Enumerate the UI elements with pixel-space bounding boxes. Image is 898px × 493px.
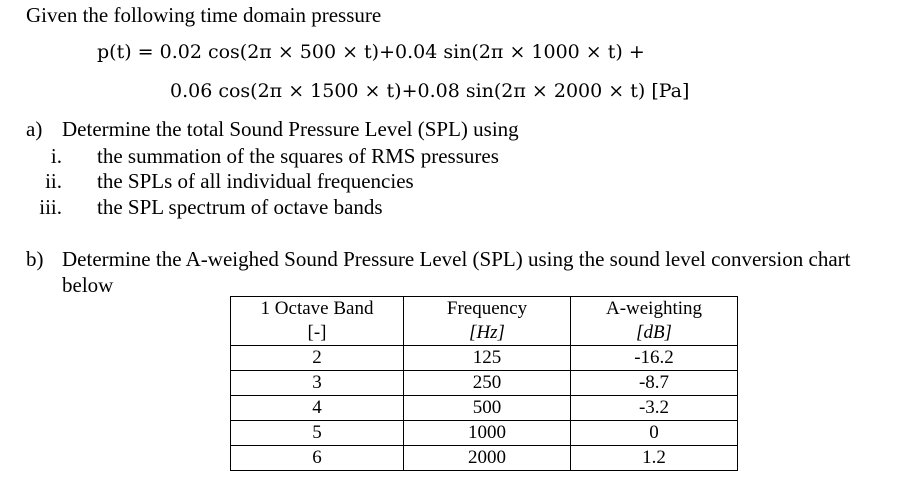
header-frequency: Frequency <box>403 296 571 321</box>
unit-frequency: [Hz] <box>403 321 571 346</box>
unit-octave-band: [-] <box>230 321 404 346</box>
table-header-row: 1 Octave Band Frequency A-weighting <box>230 296 738 321</box>
part-a-item-1-num: i. <box>50 144 62 168</box>
table-row: 2 125 -16.2 <box>230 345 738 371</box>
cell-band: 3 <box>230 370 404 396</box>
cell-weighting: -8.7 <box>570 370 738 396</box>
table-unit-row: [-] [Hz] [dB] <box>230 321 738 346</box>
part-b-text-line-1: Determine the A-weighed Sound Pressure L… <box>62 247 851 271</box>
cell-weighting: 0 <box>570 420 738 446</box>
part-a-item-3-text: the SPL spectrum of octave bands <box>97 195 383 219</box>
cell-frequency: 2000 <box>403 445 571 471</box>
part-a-text: Determine the total Sound Pressure Level… <box>62 117 519 141</box>
equation-terms-1: 0.02 cos(2π × 500 × t)+0.04 sin(2π × 100… <box>159 41 645 63</box>
cell-band: 2 <box>230 345 404 371</box>
cell-weighting: -16.2 <box>570 345 738 371</box>
equation-lhs: p(t) = <box>97 41 160 63</box>
header-octave-band: 1 Octave Band <box>230 296 404 321</box>
cell-frequency: 1000 <box>403 420 571 446</box>
equation-line-2: 0.06 cos(2π × 1500 × t)+0.08 sin(2π × 20… <box>170 80 690 102</box>
part-b-text-line-2: below <box>62 273 114 297</box>
table-row: 4 500 -3.2 <box>230 395 738 421</box>
table-row: 6 2000 1.2 <box>230 445 738 471</box>
equation-line-1: p(t) = 0.02 cos(2π × 500 × t)+0.04 sin(2… <box>97 40 645 64</box>
part-a-item-2-num: ii. <box>45 169 62 193</box>
cell-band: 6 <box>230 445 404 471</box>
unit-a-weighting: [dB] <box>570 321 738 346</box>
part-a-item-2-text: the SPLs of all individual frequencies <box>97 169 414 193</box>
table-row: 5 1000 0 <box>230 420 738 446</box>
cell-band: 5 <box>230 420 404 446</box>
part-b-label: b) <box>26 247 44 271</box>
cell-frequency: 125 <box>403 345 571 371</box>
cell-frequency: 250 <box>403 370 571 396</box>
cell-weighting: 1.2 <box>570 445 738 471</box>
cell-weighting: -3.2 <box>570 395 738 421</box>
intro-text: Given the following time domain pressure <box>26 3 382 27</box>
cell-frequency: 500 <box>403 395 571 421</box>
part-a-label: a) <box>26 117 43 141</box>
a-weighting-table: 1 Octave Band Frequency A-weighting [-] … <box>230 296 738 471</box>
part-a-item-1-text: the summation of the squares of RMS pres… <box>97 144 499 168</box>
table-row: 3 250 -8.7 <box>230 370 738 396</box>
cell-band: 4 <box>230 395 404 421</box>
header-a-weighting: A-weighting <box>570 296 738 321</box>
part-a-item-3-num: iii. <box>39 195 62 219</box>
